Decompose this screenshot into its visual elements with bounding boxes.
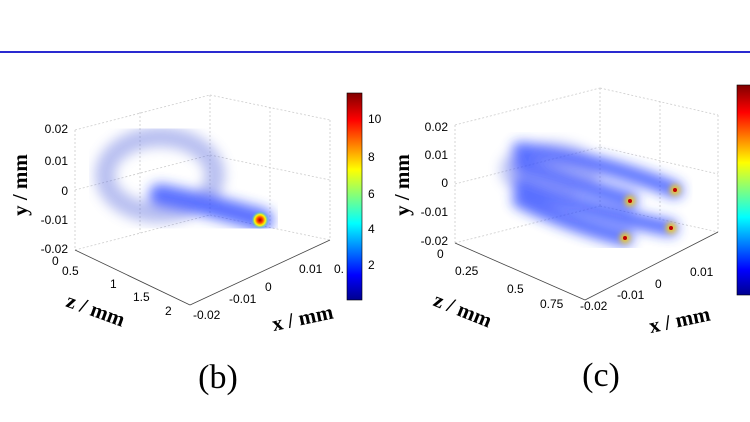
z-tick: 2 (165, 304, 172, 318)
peak (251, 211, 269, 229)
y-tick: 0 (441, 176, 448, 190)
x-tick: 0 (655, 277, 662, 291)
z-label: z / mm (430, 287, 496, 332)
y-tick: 0.01 (425, 148, 449, 162)
z-tick: 1 (110, 277, 117, 291)
colorbar-tick: 2 (368, 258, 375, 272)
colorbar-tick: 8 (368, 150, 375, 164)
x-tick: -0.02 (580, 299, 608, 313)
x-tick: -0.01 (229, 292, 257, 306)
caption: (c) (582, 357, 620, 394)
colorbar (736, 84, 750, 296)
colorbar-tick: 6 (368, 187, 375, 201)
colorbar-tick: 10 (368, 112, 382, 126)
z-tick: 1.5 (133, 290, 150, 304)
z-label: z / mm (63, 288, 129, 331)
x-label: x / mm (647, 302, 713, 338)
x-tick: 0.01 (690, 265, 714, 279)
y-label: y / mm (390, 154, 414, 216)
z-tick: 0.5 (507, 282, 524, 296)
z-tick: 0.25 (455, 264, 479, 278)
z-tick: 0.75 (540, 297, 564, 311)
axes (74, 239, 331, 306)
colorbar-tick: 4 (368, 222, 375, 236)
x-tick: -0.01 (617, 288, 645, 302)
plume (500, 142, 683, 246)
x-tick: -0.02 (193, 308, 221, 322)
caption: (b) (198, 359, 238, 396)
y-tick: -0.02 (41, 242, 69, 256)
y-tick: -0.02 (421, 234, 449, 248)
panel-c: 0.02 0.01 0 -0.01 -0.02 0 0.25 0.5 0.75 … (390, 84, 750, 394)
z-tick: 0 (437, 247, 444, 261)
z-tick: 0 (52, 254, 59, 268)
y-tick: 0.02 (45, 122, 69, 136)
y-tick: -0.01 (41, 213, 69, 227)
x-label: x / mm (270, 300, 336, 336)
y-tick: 0 (61, 184, 68, 198)
y-tick: -0.01 (421, 205, 449, 219)
y-tick: 0.01 (45, 154, 69, 168)
x-tick: 0.01 (299, 262, 323, 276)
axes (454, 231, 719, 301)
y-label: y / mm (8, 154, 32, 216)
plume (95, 127, 273, 231)
y-tick: 0.02 (425, 120, 449, 134)
z-tick: 0.5 (62, 264, 79, 278)
x-tick: 0. (334, 262, 344, 276)
x-tick: 0 (265, 280, 272, 294)
panel-b: 10 8 6 4 2 0.02 0.01 0 -0.01 -0.02 0 0.5… (8, 92, 382, 396)
colorbar (346, 92, 363, 301)
